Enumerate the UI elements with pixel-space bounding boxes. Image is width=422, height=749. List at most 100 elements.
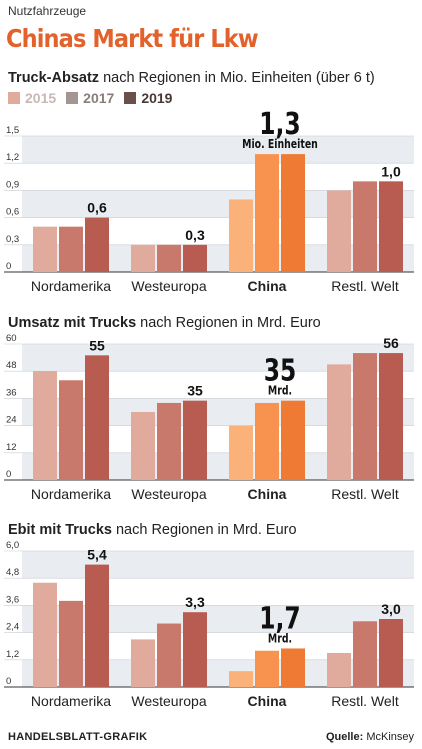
bar	[229, 425, 253, 480]
bar	[85, 217, 109, 272]
bar	[281, 648, 305, 687]
legend: 2015 2017 2019	[8, 90, 172, 106]
legend-label: 2015	[25, 90, 57, 106]
x-tick-label: Westeuropa	[131, 693, 206, 709]
umsatz-chart: 6048362412055Nordamerika35Westeuropa35Mr…	[4, 333, 414, 502]
bar	[33, 226, 57, 272]
data-label: 3,3	[185, 594, 205, 610]
data-label-unit: Mrd.	[268, 631, 292, 645]
y-tick-label: 12	[6, 442, 17, 453]
chart-title-bold: Ebit mit Trucks	[8, 522, 112, 538]
data-label: 5,4	[87, 547, 107, 563]
footer-source: Quelle: McKinsey	[326, 731, 414, 743]
source-name: McKinsey	[366, 731, 414, 743]
data-label-highlight: 1,7	[259, 602, 300, 637]
y-tick-label: 0,3	[6, 234, 19, 245]
bar	[33, 371, 57, 480]
y-tick-label: 1,5	[6, 125, 19, 136]
y-tick-label: 0	[6, 469, 11, 480]
data-label-unit: Mio. Einheiten	[242, 137, 318, 151]
bar	[131, 244, 155, 272]
x-tick-label: China	[248, 278, 287, 294]
y-tick-label: 0	[6, 261, 11, 272]
y-tick-label: 0,9	[6, 179, 19, 190]
bar	[353, 353, 377, 480]
chart-title-3: Ebit mit Trucks nach Regionen in Mrd. Eu…	[8, 522, 297, 538]
kicker: Nutzfahrzeuge	[8, 4, 87, 18]
bar	[183, 400, 207, 480]
data-label-highlight: 35	[264, 354, 297, 389]
bar	[255, 650, 279, 687]
bar	[59, 600, 83, 687]
y-tick-label: 0	[6, 676, 11, 687]
bar	[327, 190, 351, 272]
bar	[379, 353, 403, 480]
data-label-highlight: 1,3	[259, 110, 300, 142]
bar	[353, 621, 377, 687]
bar	[59, 226, 83, 272]
y-tick-label: 1,2	[6, 649, 19, 660]
y-tick-label: 60	[6, 333, 17, 344]
x-tick-label: Westeuropa	[131, 486, 206, 502]
data-label: 0,6	[87, 200, 107, 216]
x-tick-label: China	[248, 486, 287, 502]
x-tick-label: Nordamerika	[31, 278, 111, 294]
bar	[183, 244, 207, 272]
legend-item: 2019	[124, 90, 172, 106]
x-tick-label: Restl. Welt	[331, 693, 399, 709]
data-label: 55	[89, 337, 105, 353]
chart-title-bold: Umsatz mit Trucks	[8, 315, 137, 331]
legend-label: 2019	[141, 90, 173, 106]
legend-swatch	[8, 92, 20, 104]
x-tick-label: Restl. Welt	[331, 278, 399, 294]
bar	[379, 619, 403, 687]
grid-band	[22, 136, 414, 164]
ebit-chart: 6,0 4,8 3,6 2,4 1,2 0 5,4 Nordamerika 3,3 Westeur…	[4, 540, 414, 709]
legend-item: 2015	[8, 90, 56, 106]
bar	[255, 154, 279, 272]
bar	[183, 612, 207, 687]
bar	[85, 355, 109, 480]
chart-title-bold: Truck-Absatz	[8, 70, 100, 86]
data-label: 56	[383, 335, 399, 351]
bar	[353, 181, 377, 272]
chart-title-rest: nach Regionen in Mrd. Euro	[136, 315, 321, 331]
data-label: 0,3	[185, 227, 205, 243]
y-tick-label: 1,2	[6, 152, 19, 163]
legend-item: 2017	[66, 90, 114, 106]
x-tick-label: Westeuropa	[131, 278, 206, 294]
chart-title-2: Umsatz mit Trucks nach Regionen in Mrd. …	[8, 315, 321, 331]
legend-swatch	[124, 92, 137, 104]
data-label: 3,0	[381, 601, 401, 617]
y-tick-label: 0,6	[6, 207, 19, 218]
chart-title-rest: nach Regionen in Mrd. Euro	[111, 522, 297, 538]
source-label: Quelle:	[325, 731, 364, 743]
bar	[157, 244, 181, 272]
legend-swatch	[66, 92, 79, 104]
bar	[281, 400, 305, 480]
truck-absatz-chart: 1,5 1,2 0,9 0,6 0,3 0 0,6 Nordamerika 0,3 Westeur…	[4, 110, 414, 294]
bar	[33, 582, 57, 687]
chart-title-1: Truck-Absatz nach Regionen in Mio. Einhe…	[8, 70, 375, 86]
bar	[281, 154, 305, 272]
bar	[157, 623, 181, 687]
footer-credit: HANDELSBLATT-GRAFIK	[8, 731, 148, 743]
x-tick-label: Restl. Welt	[331, 486, 399, 502]
bar	[379, 181, 403, 272]
bar	[229, 671, 253, 687]
bar	[327, 653, 351, 687]
x-tick-label: Nordamerika	[31, 486, 111, 502]
y-tick-label: 3,6	[6, 594, 19, 605]
x-tick-label: Nordamerika	[31, 693, 111, 709]
bar	[131, 639, 155, 687]
bar	[85, 564, 109, 687]
bar	[229, 199, 253, 272]
y-tick-label: 4,8	[6, 567, 19, 578]
bar	[157, 402, 181, 480]
page-title: Chinas Markt für Lkw	[6, 24, 259, 53]
bar	[59, 380, 83, 480]
chart-title-rest: nach Regionen in Mio. Einheiten (über 6 …	[99, 70, 375, 86]
x-tick-label: China	[248, 693, 287, 709]
y-tick-label: 24	[6, 415, 17, 426]
bar	[327, 364, 351, 480]
